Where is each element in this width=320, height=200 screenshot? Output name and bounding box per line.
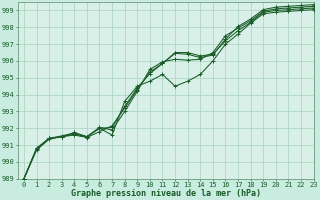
X-axis label: Graphe pression niveau de la mer (hPa): Graphe pression niveau de la mer (hPa) [71,189,260,198]
